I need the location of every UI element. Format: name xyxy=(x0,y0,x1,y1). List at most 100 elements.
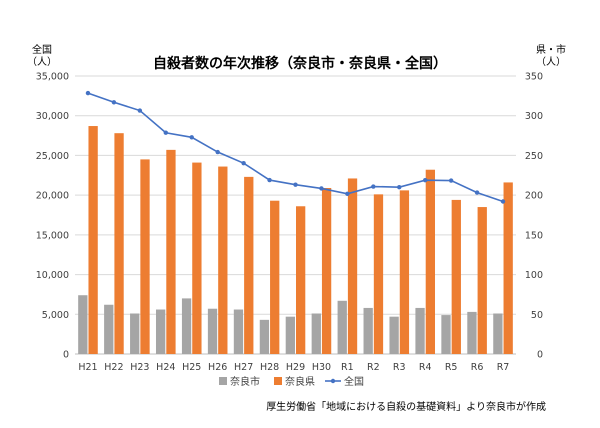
legend-swatch xyxy=(274,377,282,385)
point-national xyxy=(345,191,350,197)
left-axis-label: 全国 xyxy=(32,43,52,56)
x-tick-label: R5 xyxy=(445,362,458,373)
bar-nara-prefecture xyxy=(347,178,358,354)
right-axis-label: 県・市 xyxy=(536,43,566,56)
point-national xyxy=(423,178,428,183)
x-tick-label: H27 xyxy=(234,362,253,373)
left-tick-label: 5,000 xyxy=(42,310,69,321)
bar-nara-city xyxy=(363,307,373,354)
bar-nara-prefecture xyxy=(321,187,332,354)
point-national xyxy=(189,135,194,140)
legend: 奈良市 奈良県 全国 xyxy=(219,375,364,388)
bar-nara-prefecture xyxy=(373,194,384,354)
chart-title: 自殺者数の年次推移（奈良市・奈良県・全国） xyxy=(153,55,447,72)
right-tick-label: 300 xyxy=(525,111,543,122)
bar-nara-prefecture xyxy=(503,182,513,354)
bar-nara-city xyxy=(467,311,477,354)
bar-nara-prefecture xyxy=(451,199,461,354)
bar-nara-city xyxy=(233,309,244,354)
x-tick-label: H25 xyxy=(182,362,201,373)
bar-nara-city xyxy=(207,308,218,354)
bar-nara-city xyxy=(389,316,399,354)
point-national xyxy=(163,130,168,135)
bar-nara-city xyxy=(311,313,321,354)
point-national xyxy=(474,190,480,195)
point-national xyxy=(267,177,272,183)
right-axis-unit: （人） xyxy=(536,56,566,68)
bar-nara-prefecture xyxy=(166,149,176,354)
bar-nara-prefecture xyxy=(192,162,202,354)
right-tick-label: 250 xyxy=(525,151,543,162)
bar-nara-prefecture xyxy=(477,207,487,354)
left-tick-label: 20,000 xyxy=(36,191,69,202)
right-tick-label: 200 xyxy=(525,191,543,202)
point-national xyxy=(293,182,298,187)
bar-nara-prefecture xyxy=(88,126,98,354)
bar-nara-city xyxy=(78,295,88,354)
point-national xyxy=(397,184,402,190)
x-tick-label: H24 xyxy=(156,362,175,373)
bar-nara-prefecture xyxy=(218,166,228,354)
right-tick-label: 100 xyxy=(525,270,543,281)
point-national xyxy=(137,108,143,113)
legend-label: 奈良県 xyxy=(285,375,315,388)
bar-nara-city xyxy=(130,313,140,354)
bar-nara-prefecture xyxy=(244,176,254,354)
bar-nara-city xyxy=(337,300,347,354)
bars-group xyxy=(78,126,513,354)
left-tick-label: 30,000 xyxy=(36,111,69,122)
bar-nara-city xyxy=(415,307,425,354)
x-tick-label: R1 xyxy=(341,362,354,373)
point-national xyxy=(371,184,376,189)
legend-label: 奈良市 xyxy=(230,375,260,388)
point-national xyxy=(85,90,91,96)
x-tick-label: H22 xyxy=(104,362,123,373)
bar-nara-city xyxy=(441,315,451,354)
x-tick-label: R2 xyxy=(367,362,380,373)
legend-label: 全国 xyxy=(344,375,364,388)
x-tick-label: H28 xyxy=(260,362,279,373)
right-tick-label: 50 xyxy=(531,310,543,321)
point-national xyxy=(111,100,117,105)
bar-nara-city xyxy=(259,319,270,354)
point-national xyxy=(500,199,506,204)
bar-nara-prefecture xyxy=(270,200,280,354)
x-tick-label: H29 xyxy=(286,362,305,373)
point-national xyxy=(319,186,324,191)
right-tick-label: 0 xyxy=(537,350,543,361)
bar-nara-prefecture xyxy=(399,190,410,354)
x-tick-label: H30 xyxy=(312,362,331,373)
left-tick-label: 0 xyxy=(63,350,69,361)
bar-nara-prefecture xyxy=(296,206,306,354)
bar-nara-prefecture xyxy=(140,159,150,354)
left-tick-label: 10,000 xyxy=(36,270,69,281)
left-axis-unit: （人） xyxy=(27,56,57,68)
left-tick-labels: 0 5,000 10,000 15,000 20,000 25,000 30,000 35,0… xyxy=(36,72,69,361)
left-tick-label: 25,000 xyxy=(36,151,69,162)
legend-swatch xyxy=(219,377,227,385)
line-group xyxy=(85,90,506,204)
source-note: 厚生労働省「地域における自殺の基礎資料」より奈良市が作成 xyxy=(266,400,546,413)
x-tick-label: H26 xyxy=(208,362,227,373)
left-tick-label: 35,000 xyxy=(36,72,69,83)
x-tick-label: R6 xyxy=(471,362,484,373)
right-tick-labels: 0 50 100 150 200 250 300 350 xyxy=(525,72,543,361)
right-tick-label: 350 xyxy=(525,72,543,83)
x-tick-label: H23 xyxy=(130,362,149,373)
x-tick-label: H21 xyxy=(78,362,97,373)
x-tick-label: R7 xyxy=(497,362,510,373)
bar-nara-prefecture xyxy=(114,133,124,354)
x-tick-labels: H21 H22 H23 H24 H25 H26 H27 H28 H29 H30 R1 R2 R3 R4 R5… xyxy=(78,362,509,373)
bar-nara-prefecture xyxy=(425,169,436,354)
bar-nara-city xyxy=(181,298,192,354)
bar-nara-city xyxy=(493,313,503,354)
bar-nara-city xyxy=(155,309,166,354)
x-tick-label: R4 xyxy=(419,362,432,373)
legend-swatch xyxy=(330,378,336,384)
point-national xyxy=(215,149,220,155)
x-tick-label: R3 xyxy=(393,362,406,373)
right-tick-label: 150 xyxy=(525,230,543,241)
bar-nara-city xyxy=(285,316,295,354)
